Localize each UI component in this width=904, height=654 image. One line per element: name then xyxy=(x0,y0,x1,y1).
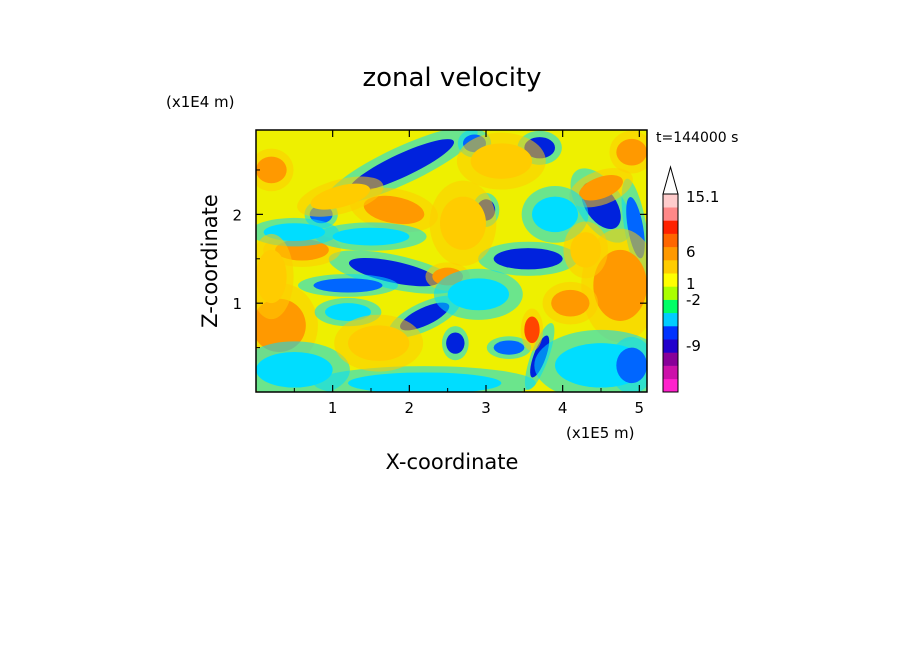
y-tick-label: 2 xyxy=(232,206,242,224)
velocity-feature xyxy=(563,221,608,279)
chart-title: zonal velocity xyxy=(362,63,541,93)
velocity-feature xyxy=(256,233,294,320)
colorbar-band xyxy=(663,207,678,221)
feature-core xyxy=(256,156,287,184)
feature-core xyxy=(579,174,623,201)
feature-core xyxy=(616,347,647,384)
time-label: t=144000 s xyxy=(656,130,738,146)
feature-core xyxy=(616,138,647,166)
feature-core xyxy=(400,302,450,331)
feature-core xyxy=(446,332,465,354)
feature-core xyxy=(332,227,410,246)
velocity-feature xyxy=(520,308,544,352)
colorbar-label: 15.1 xyxy=(686,188,719,206)
velocity-feature xyxy=(256,148,294,192)
velocity-feature xyxy=(478,241,579,276)
velocity-feature xyxy=(256,341,350,392)
colorbar-band xyxy=(663,299,678,314)
feature-core xyxy=(551,289,590,317)
x-tick-label: 2 xyxy=(405,399,415,417)
colorbar-band xyxy=(663,246,678,261)
feature-core xyxy=(593,249,647,321)
velocity-feature xyxy=(429,180,497,266)
velocity-feature xyxy=(297,176,384,217)
velocity-feature xyxy=(569,168,633,208)
colorbar-label: 6 xyxy=(686,243,696,261)
velocity-feature xyxy=(328,250,460,294)
colorbar-label: -9 xyxy=(686,337,701,355)
plot-frame xyxy=(255,129,648,393)
velocity-feature xyxy=(433,268,523,320)
velocity-feature xyxy=(297,274,399,297)
velocity-feature xyxy=(609,336,647,392)
feature-core xyxy=(325,303,371,321)
colorbar-label: 1 xyxy=(686,275,696,293)
colorbar-band xyxy=(663,286,678,300)
velocity-feature xyxy=(441,326,469,361)
colorbar-band xyxy=(663,378,678,393)
feature-core xyxy=(532,196,578,233)
colorbar: 15.1 6 1-2 -9 xyxy=(662,165,719,393)
feature-core xyxy=(256,249,287,304)
feature-core xyxy=(313,278,383,293)
velocity-feature xyxy=(315,222,427,251)
x-tick-label: 4 xyxy=(558,399,568,417)
feature-core xyxy=(348,372,502,392)
feature-core xyxy=(256,352,333,388)
feature-core xyxy=(447,278,510,311)
feature-core xyxy=(440,196,486,250)
feature-core xyxy=(348,325,410,361)
velocity-feature xyxy=(486,336,532,359)
x-tick-label: 5 xyxy=(635,399,645,417)
colorbar-band xyxy=(663,233,678,248)
colorbar-band xyxy=(663,220,678,234)
plot-area xyxy=(255,129,648,393)
feature-core xyxy=(470,143,532,179)
feature-core xyxy=(310,183,371,210)
y-tick-label: 1 xyxy=(232,295,242,313)
y-axis-label: Z-coordinate xyxy=(198,194,222,328)
y-axis-unit: (x1E4 m) xyxy=(166,93,235,111)
feature-core xyxy=(493,248,563,270)
velocity-feature xyxy=(542,281,599,325)
feature-core xyxy=(348,257,440,287)
colorbar-band xyxy=(663,352,678,366)
axes: 1 2 3 4 5 1 2 xyxy=(232,130,647,417)
x-tick-label: 3 xyxy=(481,399,491,417)
velocity-field xyxy=(256,130,647,392)
feature-core xyxy=(363,195,425,225)
colorbar-band xyxy=(663,365,678,380)
x-axis-unit: (x1E5 m) xyxy=(566,424,635,442)
velocity-feature xyxy=(609,130,647,174)
velocity-feature xyxy=(456,132,546,190)
x-tick-label: 1 xyxy=(328,399,338,417)
colorbar-band xyxy=(663,339,678,353)
velocity-feature xyxy=(334,314,424,372)
feature-core xyxy=(524,316,540,344)
colorbar-band xyxy=(663,260,678,274)
colorbar-band xyxy=(663,326,678,340)
velocity-feature xyxy=(313,366,536,392)
colorbar-band xyxy=(663,312,678,327)
colorbar-band xyxy=(663,194,678,208)
x-axis-label: X-coordinate xyxy=(386,450,519,474)
colorbar-band xyxy=(663,273,678,287)
feature-core xyxy=(493,340,525,355)
feature-core xyxy=(570,232,602,268)
colorbar-label: -2 xyxy=(686,291,701,309)
colorbar-extend-arrow xyxy=(662,165,679,195)
